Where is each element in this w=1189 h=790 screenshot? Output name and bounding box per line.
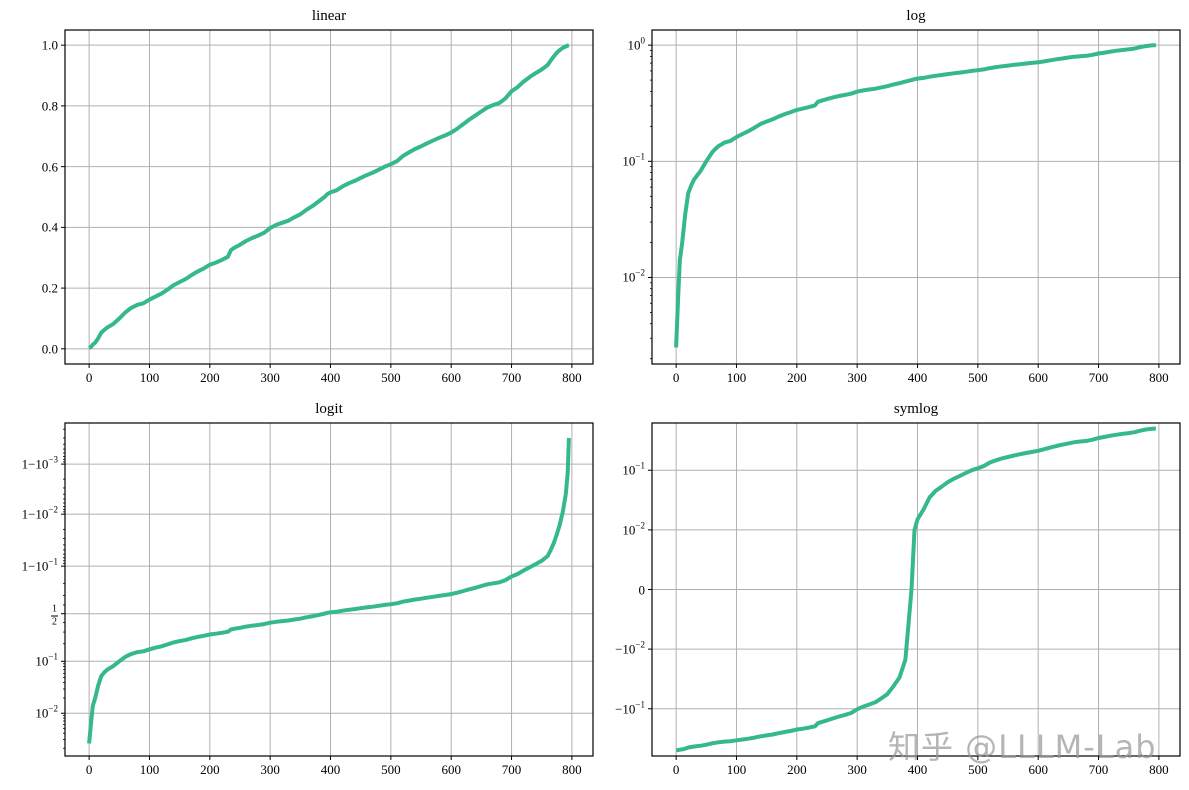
x-tick-label: 0 [672,370,680,385]
x-tick-label: 500 [968,370,988,385]
y-tick-label: 1−10−2 [21,504,58,522]
x-tick-label: 400 [320,762,341,777]
x-tick-label: 700 [1088,370,1109,385]
x-tick-label: 800 [1149,762,1169,777]
subplot-title: linear [311,8,347,24]
x-tick-label: 500 [381,370,401,385]
x-tick-label: 500 [968,762,988,777]
subplot-title: symlog [893,401,939,417]
y-tick-label: 10−1 [622,151,645,169]
x-tick-label: 400 [907,762,928,777]
axes-frame [64,422,594,757]
subplot-title: log [906,8,926,24]
data-line [674,43,1157,348]
x-tick-label: 300 [847,762,867,777]
y-tick-label: −10−1 [615,699,645,717]
y-tick-label: 10−1 [622,460,645,478]
x-tick-label: 100 [139,762,160,777]
y-tick-label: 100 [627,35,646,53]
y-tick-label: 1.0 [41,37,58,53]
x-tick-label: 100 [726,370,747,385]
x-tick-label: 800 [1149,370,1169,385]
x-tick-label: 300 [260,762,280,777]
x-tick-label: 200 [787,370,807,385]
y-tick-label: −10−2 [615,639,645,657]
x-tick-label: 100 [726,762,747,777]
x-tick-label: 500 [381,762,401,777]
x-tick-label: 800 [562,762,582,777]
x-tick-label: 600 [441,370,461,385]
y-tick-label: 0.8 [41,98,58,114]
data-line [88,43,570,350]
y-tick-label: 0.4 [41,219,58,235]
y-tick-label: 0 [638,582,646,597]
x-tick-label: 400 [320,370,341,385]
y-tick-label: 0.2 [41,280,58,296]
y-tick-label: 10−2 [622,267,645,285]
x-tick-label: 200 [200,370,220,385]
x-tick-label: 0 [85,762,93,777]
x-tick-label: 700 [501,762,522,777]
y-tick-label: 1−10−3 [21,454,58,472]
axes-frame [651,29,1181,365]
x-tick-label: 300 [847,370,867,385]
y-tick-label: 1−10−1 [21,556,58,574]
x-tick-label: 800 [562,370,582,385]
y-tick-label: 10−2 [622,520,645,538]
data-line [87,437,571,744]
data-line [675,426,1157,753]
axes-frame [651,422,1181,757]
x-tick-label: 0 [672,762,680,777]
x-tick-label: 200 [787,762,807,777]
watermark: 知乎 @LLLM-Lab [888,728,1157,766]
x-tick-label: 700 [1088,762,1109,777]
axes-frame [64,29,594,365]
x-tick-label: 200 [200,762,220,777]
y-tick-label: 10−2 [35,703,58,721]
x-tick-label: 400 [907,370,928,385]
x-tick-label: 700 [501,370,522,385]
x-tick-label: 100 [139,370,160,385]
x-tick-label: 600 [1028,762,1048,777]
x-tick-label: 0 [85,370,93,385]
y-tick-label: 0.6 [41,159,58,175]
x-tick-label: 600 [1028,370,1048,385]
x-tick-label: 300 [260,370,280,385]
subplot-title: logit [315,401,343,417]
y-tick-label: 10−1 [35,651,58,669]
x-tick-label: 600 [441,762,461,777]
y-tick-label: 0.0 [41,341,58,357]
